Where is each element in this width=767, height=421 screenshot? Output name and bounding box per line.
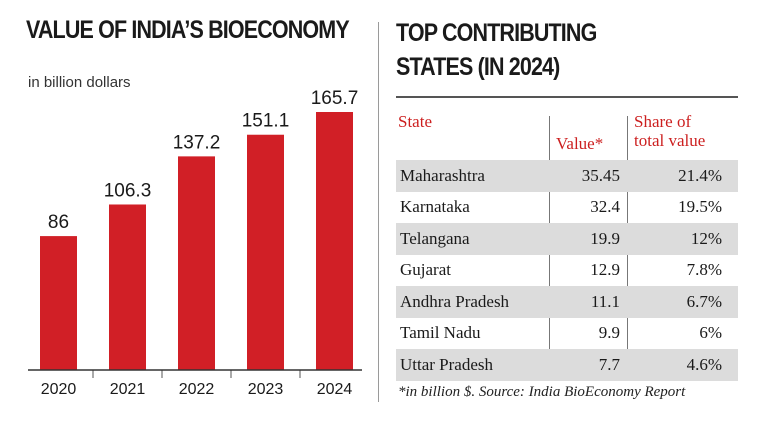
unit-label: in billion dollars — [28, 74, 131, 91]
cell-state: Tamil Nadu — [400, 323, 481, 343]
cell-value: 35.45 — [581, 165, 620, 185]
cell-share: 12% — [690, 228, 722, 248]
bar — [247, 134, 284, 370]
bar-data-label: 137.2 — [173, 132, 221, 153]
cell-state: Karnataka — [400, 197, 470, 217]
table-row: Maharashtra 35.45 21.4% — [396, 160, 738, 192]
bar-data-label: 86 — [48, 212, 69, 233]
cell-state: Telangana — [400, 228, 470, 248]
table-body: Maharashtra 35.45 21.4% Karnataka 32.4 1… — [396, 160, 738, 381]
table-row: Karnataka 32.4 19.5% — [396, 192, 738, 224]
cell-value: 9.9 — [598, 323, 620, 343]
panel-divider — [378, 22, 379, 402]
cell-value: 12.9 — [590, 260, 620, 280]
cell-share: 7.8% — [686, 260, 722, 280]
table-row: Telangana 19.9 12% — [396, 223, 738, 255]
bar — [40, 236, 77, 370]
bar — [316, 112, 353, 370]
header-share-line1: Share of — [634, 112, 692, 131]
table-row: Uttar Pradesh 7.7 4.6% — [396, 349, 738, 381]
cell-share: 4.6% — [686, 354, 722, 374]
cell-state: Gujarat — [400, 260, 451, 280]
bar-data-label: 106.3 — [104, 180, 152, 201]
bar-data-label: 151.1 — [242, 111, 290, 132]
bar-data-label: 165.7 — [311, 88, 359, 109]
chart-title: VALUE OF INDIA’S BIOECONOMY — [26, 16, 350, 44]
cell-share: 21.4% — [678, 165, 722, 185]
table-row: Tamil Nadu 9.9 6% — [396, 318, 738, 350]
cell-value: 19.9 — [590, 228, 620, 248]
cell-value: 7.7 — [598, 354, 620, 374]
cell-state: Uttar Pradesh — [400, 354, 494, 374]
x-tick-label: 2020 — [41, 381, 77, 398]
bar-chart: 86 2020 106.3 2021 137.2 2022 151.1 2023 165.7 20… — [28, 88, 362, 398]
cell-state: Maharashtra — [400, 165, 485, 185]
cell-share: 19.5% — [678, 197, 722, 217]
header-state: State — [398, 112, 432, 131]
cell-share: 6.7% — [686, 291, 722, 311]
x-tick-label: 2024 — [317, 381, 353, 398]
header-share-line2: total value — [634, 131, 706, 150]
x-tick-label: 2021 — [110, 381, 146, 398]
x-tick-label: 2023 — [248, 381, 284, 398]
source-note: *in billion $. Source: India BioEconomy … — [398, 384, 686, 400]
cell-state: Andhra Pradesh — [400, 291, 510, 311]
header-share: Share of total value — [634, 112, 705, 150]
table-title: TOP CONTRIBUTING STATES (IN 2024) — [396, 16, 654, 84]
cell-value: 32.4 — [590, 197, 620, 217]
table-row: Andhra Pradesh 11.1 6.7% — [396, 286, 738, 318]
header-value: Value* — [556, 134, 604, 153]
table-title-line1: TOP CONTRIBUTING — [396, 19, 597, 47]
cell-share: 6% — [699, 323, 722, 343]
table-title-line2: STATES (IN 2024) — [396, 53, 560, 81]
bar — [109, 204, 146, 370]
table-top-rule — [396, 96, 738, 98]
cell-value: 11.1 — [590, 291, 620, 311]
x-tick-label: 2022 — [179, 381, 215, 398]
bar — [178, 156, 215, 370]
table-row: Gujarat 12.9 7.8% — [396, 255, 738, 287]
